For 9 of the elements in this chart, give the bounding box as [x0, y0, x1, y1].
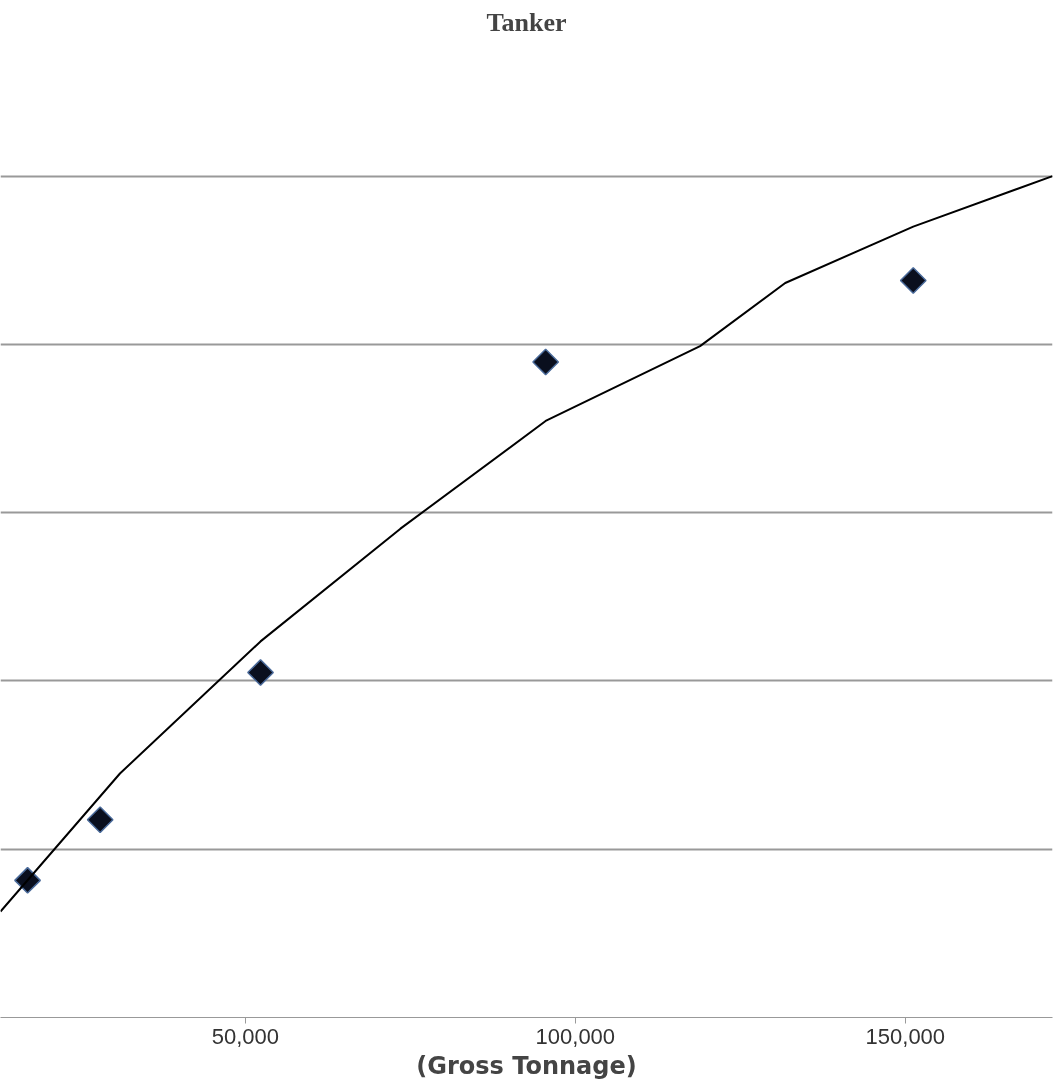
chart-title: Tanker [486, 7, 567, 37]
point [899, 266, 927, 294]
point [532, 348, 560, 376]
point [247, 659, 275, 687]
x-tick-label: 100,000 [535, 1023, 616, 1049]
x-tick-label: 50,000 [211, 1023, 279, 1049]
point [86, 806, 114, 834]
x-tick-label: 150,000 [865, 1023, 946, 1049]
x-axis-title: (Gross Tonnage) [416, 1051, 637, 1080]
